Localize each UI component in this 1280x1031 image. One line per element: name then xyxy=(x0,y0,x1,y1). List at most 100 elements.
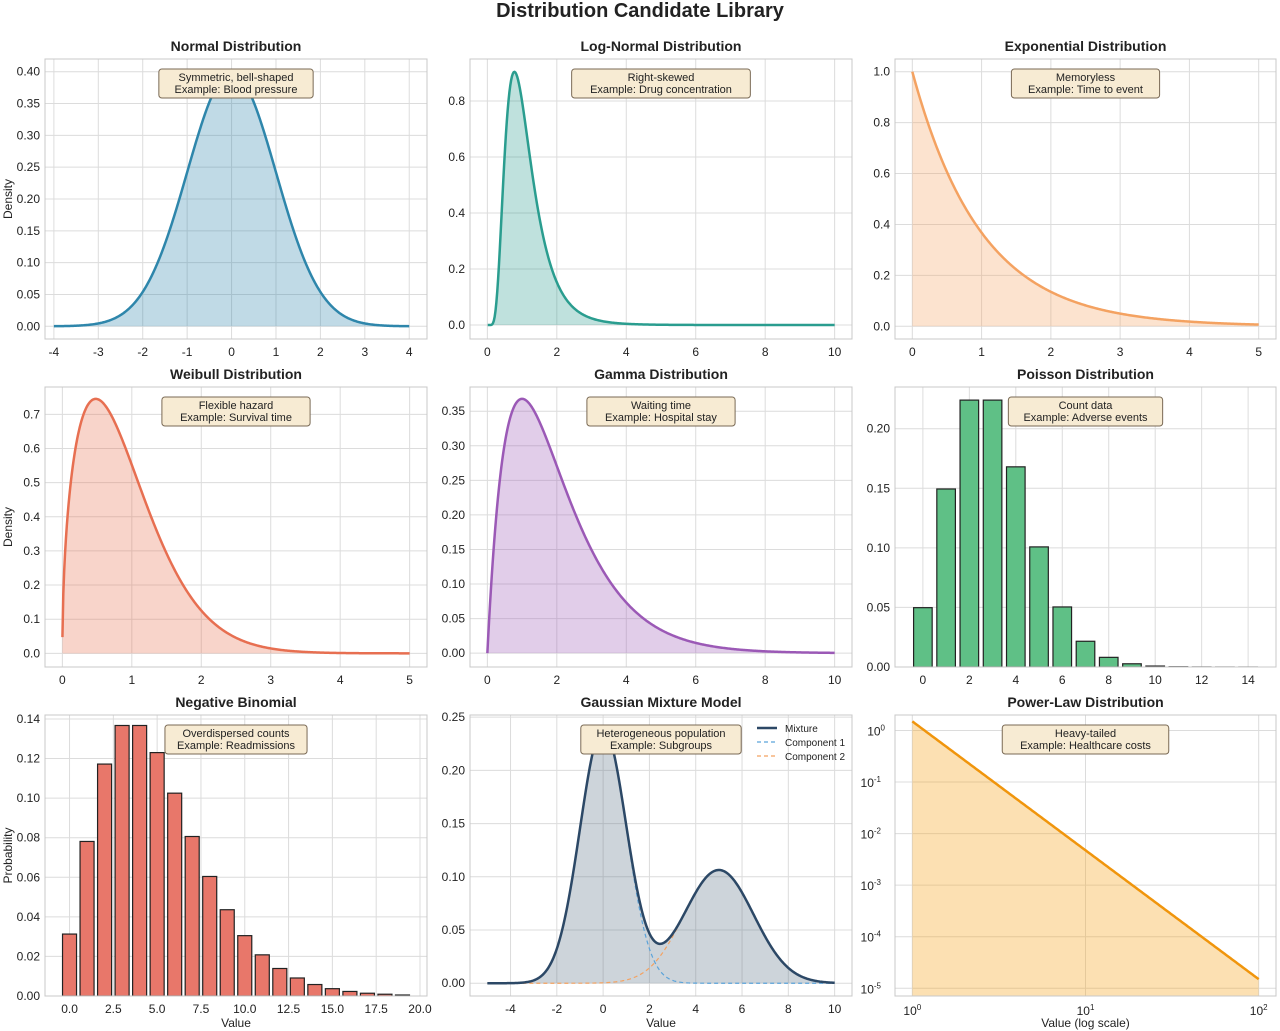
bar xyxy=(184,835,200,996)
x-tick-label: 10 xyxy=(828,345,842,359)
annotation-text: Example: Time to event xyxy=(1028,84,1143,96)
annotation-text: Waiting time xyxy=(631,400,691,412)
x-tick-label: 8 xyxy=(785,1002,792,1016)
subplot-title: Gamma Distribution xyxy=(594,366,728,382)
annotation-box xyxy=(1001,724,1170,755)
x-tick-label: 12 xyxy=(1195,673,1209,687)
y-tick-label: 0.06 xyxy=(17,870,41,884)
plot-area xyxy=(895,59,1276,339)
axes-frame xyxy=(469,386,853,668)
y-tick-label: 0.6 xyxy=(448,150,465,164)
x-tick-label: -4 xyxy=(49,345,60,359)
bar xyxy=(237,935,253,996)
data-layer xyxy=(487,70,835,327)
y-tick-label: 0.05 xyxy=(17,287,41,301)
x-tick-label: 20.0 xyxy=(408,1002,432,1016)
x-tick-label: -1 xyxy=(182,345,193,359)
annotation-text: Example: Healthcare costs xyxy=(1020,740,1151,752)
x-tick-label: 2 xyxy=(553,345,560,359)
x-axis-label: Value (log scale) xyxy=(1041,1016,1130,1030)
x-tick-label: 10 xyxy=(828,1002,842,1016)
legend-label: Component 2 xyxy=(785,752,845,763)
y-tick-label: 0.8 xyxy=(873,116,890,130)
x-tick-label: 6 xyxy=(739,1002,746,1016)
x-tick-label: 4 xyxy=(692,1002,699,1016)
data-layer xyxy=(911,720,1260,996)
bar xyxy=(982,399,1003,667)
subplot-2: 0 2 4 6 8 10 0.0 0.2 0.4 0.6 0.8 Log-Normal Distrib… xyxy=(448,38,853,359)
subplot-4: 0 1 2 3 4 5 0.0 0.1 0.2 0.3 0.4 0.5 0.6 0.7 Weibull Di… xyxy=(1,366,428,687)
y-axis-label: Probability xyxy=(1,827,15,883)
density-area xyxy=(53,72,410,327)
data-layer xyxy=(61,397,410,655)
subplot-7: 0.0 2.5 5.0 7.5 10.0 12.5 15.0 17.5 20.0 0.00 0.02… xyxy=(1,694,432,1030)
annotation-text: Flexible hazard xyxy=(199,400,274,412)
y-tick-label: 0.6 xyxy=(873,167,890,181)
subplot-5: 0 2 4 6 8 10 0.00 0.05 0.10 0.15 0.20 0.25 0.30 0.35 G… xyxy=(442,366,853,687)
density-area xyxy=(912,71,1259,327)
x-tick-label: -3 xyxy=(93,345,104,359)
density-line xyxy=(61,397,410,655)
x-tick-label: 6 xyxy=(692,345,699,359)
density-area xyxy=(487,398,835,654)
y-tick-label: 0.4 xyxy=(448,206,465,220)
y-tick-label: 0.2 xyxy=(448,262,465,276)
bar xyxy=(1052,606,1073,667)
y-tick-label: 0.05 xyxy=(442,923,466,937)
x-tick-label: 0 xyxy=(920,673,927,687)
x-tick-label: 0 xyxy=(484,345,491,359)
x-tick-label: 10 xyxy=(1149,673,1163,687)
bar xyxy=(324,988,340,996)
x-tick-label: 100 xyxy=(903,1003,921,1018)
annotation-text: Right-skewed xyxy=(628,72,695,84)
subplot-title: Negative Binomial xyxy=(175,694,296,710)
data-layer xyxy=(486,397,835,655)
x-tick-label: 10 xyxy=(828,673,842,687)
x-tick-label: -4 xyxy=(505,1002,516,1016)
y-tick-label: 0.20 xyxy=(867,422,891,436)
x-tick-label: 0 xyxy=(909,345,916,359)
x-tick-label: 4 xyxy=(623,673,630,687)
y-tick-label: 0.4 xyxy=(23,510,40,524)
subplot-title: Poisson Distribution xyxy=(1017,366,1154,382)
x-tick-label: 6 xyxy=(692,673,699,687)
y-tick-label: 0.1 xyxy=(23,612,40,626)
plot-area xyxy=(470,387,852,667)
x-tick-label: 5.0 xyxy=(149,1002,166,1016)
y-tick-label: 0.15 xyxy=(867,481,891,495)
y-tick-label: 10-5 xyxy=(861,981,882,996)
bar xyxy=(1029,546,1049,667)
x-tick-label: 2 xyxy=(198,673,205,687)
y-tick-label: 0.10 xyxy=(17,791,41,805)
x-tick-label: 4 xyxy=(1012,673,1019,687)
density-line xyxy=(487,70,835,327)
y-tick-label: 0.20 xyxy=(442,763,466,777)
density-area xyxy=(487,728,835,984)
x-tick-label: 8 xyxy=(762,345,769,359)
axes-frame xyxy=(44,714,428,997)
legend-label: Component 1 xyxy=(785,738,845,749)
y-tick-label: 0.00 xyxy=(17,319,41,333)
bar xyxy=(1005,466,1026,667)
x-tick-label: 4 xyxy=(1186,345,1193,359)
bar xyxy=(219,909,235,996)
axes-frame xyxy=(469,58,853,340)
data-layer xyxy=(487,726,835,985)
y-axis-label: Density xyxy=(1,507,15,547)
y-tick-label: 0.40 xyxy=(17,65,41,79)
annotation-box xyxy=(1010,68,1161,99)
axes-frame xyxy=(894,386,1277,668)
annotation-text: Example: Hospital stay xyxy=(605,412,717,424)
bar xyxy=(936,488,957,667)
y-tick-label: 0.5 xyxy=(23,476,40,490)
x-tick-label: 14 xyxy=(1241,673,1255,687)
data-layer xyxy=(911,71,1259,327)
subplot-title: Log-Normal Distribution xyxy=(581,38,742,54)
y-tick-label: 0.10 xyxy=(442,870,466,884)
x-tick-label: 4 xyxy=(406,345,413,359)
bar xyxy=(342,990,358,996)
bar xyxy=(61,933,78,996)
y-tick-label: 0.12 xyxy=(17,752,41,766)
plot-area xyxy=(895,387,1276,667)
bar xyxy=(114,724,130,996)
